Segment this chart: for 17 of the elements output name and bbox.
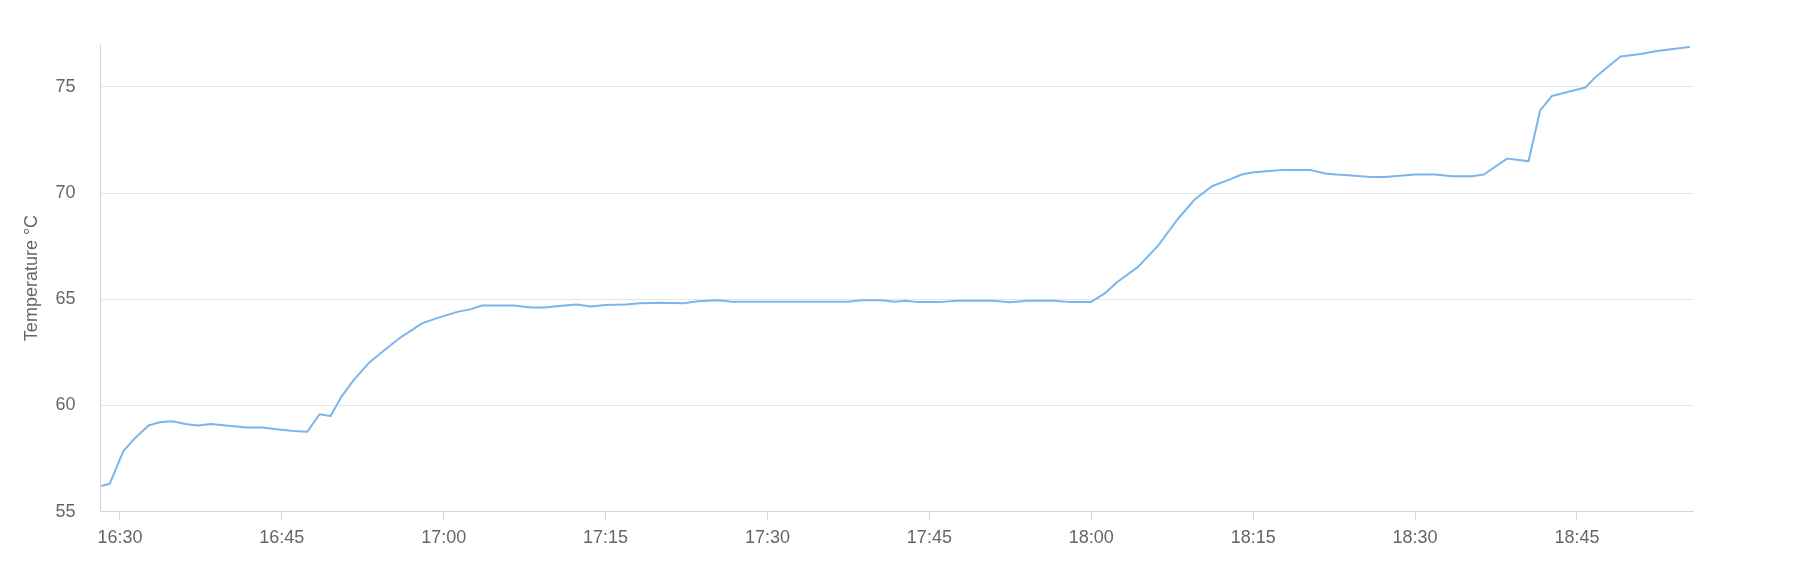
x-tick-label: 18:15 [1230,526,1276,547]
x-tick-label: 17:00 [421,526,467,547]
x-tick-label: 18:30 [1392,526,1438,547]
x-tick-label: 18:00 [1068,526,1114,547]
x-tick-label: 16:30 [97,526,143,547]
y-tick-label: 75 [55,75,76,96]
x-tick-label: 18:45 [1554,526,1600,547]
y-tick-label: 70 [55,182,76,203]
line-series [100,45,1691,487]
y-tick-label: 65 [55,288,76,309]
x-tick-label: 17:15 [583,526,629,547]
x-tick-label: 17:45 [906,526,952,547]
x-tick-label: 16:45 [259,526,305,547]
x-tick-label: 17:30 [744,526,791,547]
y-tick-label: 55 [55,500,76,521]
y-axis-title: Temperature °C [21,214,42,342]
y-tick-label: 60 [55,394,76,415]
